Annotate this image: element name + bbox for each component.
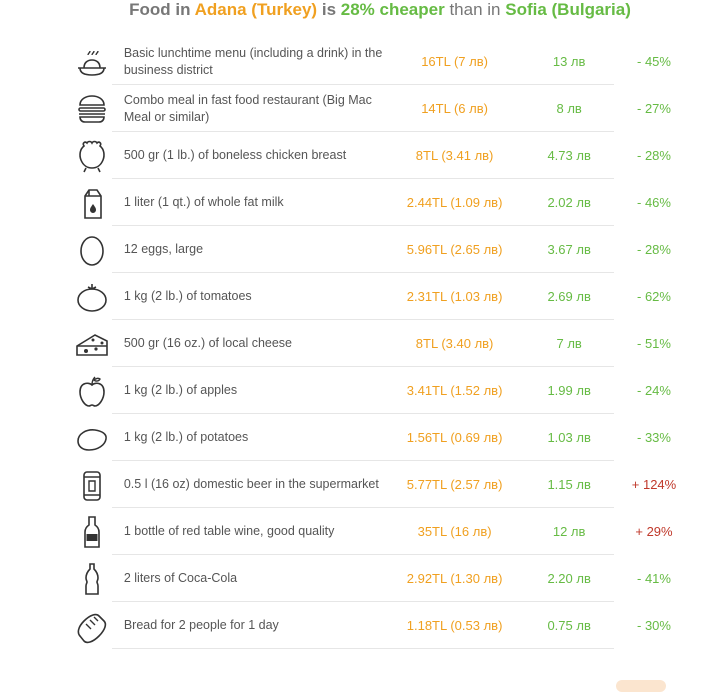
- price-adana: 5.96TL (2.65 лв): [406, 242, 503, 257]
- price-difference: - 62%: [637, 289, 671, 304]
- table-row: 500 gr (16 oz.) of local cheese 8TL (3.40…: [72, 320, 671, 367]
- table-row: 2 liters of Coca-Cola 2.92TL (1.30 лв) 2.2…: [72, 555, 671, 602]
- price-difference: - 30%: [637, 618, 671, 633]
- title-is: is: [321, 0, 337, 19]
- table-row: 1 bottle of red table wine, good quality…: [72, 508, 673, 555]
- price-table: Basic lunchtime menu (including a drink)…: [72, 38, 676, 649]
- beer-can-icon: [72, 461, 112, 508]
- burger-icon: [72, 85, 112, 132]
- price-difference: + 124%: [631, 477, 677, 492]
- title-city-a: Adana (Turkey): [194, 0, 318, 19]
- table-row: Bread for 2 people for 1 day 1.18TL (0.53…: [72, 602, 671, 649]
- soda-bottle-icon: [72, 555, 112, 602]
- price-sofia: 2.02 лв: [547, 195, 591, 210]
- price-sofia: 2.69 лв: [547, 289, 591, 304]
- price-difference: - 24%: [637, 383, 671, 398]
- price-adana: 1.18TL (0.53 лв): [406, 618, 503, 633]
- item-description: Bread for 2 people for 1 day: [123, 618, 279, 632]
- table-row: Basic lunchtime menu (including a drink)…: [72, 38, 671, 85]
- table-row: Combo meal in fast food restaurant (Big …: [72, 85, 671, 132]
- egg-icon: [72, 226, 112, 273]
- price-adana: 5.77TL (2.57 лв): [406, 477, 503, 492]
- title-prefix: Food in: [129, 0, 191, 19]
- item-description: 1 kg (2 lb.) of potatoes: [123, 430, 249, 444]
- title-than: than in: [449, 0, 501, 19]
- item-description: 1 kg (2 lb.) of tomatoes: [123, 289, 252, 303]
- item-description: 12 eggs, large: [123, 242, 204, 256]
- price-sofia: 1.15 лв: [547, 477, 591, 492]
- price-adana: 16TL (7 лв): [421, 54, 488, 69]
- table-row: 500 gr (1 lb.) of boneless chicken breas…: [72, 132, 671, 179]
- table-row: 12 eggs, large 5.96TL (2.65 лв) 3.67 лв - 2…: [72, 226, 671, 273]
- price-difference: - 45%: [637, 54, 671, 69]
- price-difference: - 41%: [637, 571, 671, 586]
- price-sofia: 0.75 лв: [547, 618, 591, 633]
- price-adana: 3.41TL (1.52 лв): [406, 383, 503, 398]
- price-sofia: 7 лв: [556, 336, 582, 351]
- wine-bottle-icon: [72, 508, 112, 555]
- chicken-icon: [72, 132, 112, 179]
- table-row: 1 kg (2 lb.) of tomatoes 2.31TL (1.03 лв)…: [72, 273, 671, 320]
- price-sofia: 12 лв: [552, 524, 586, 539]
- price-sofia: 1.03 лв: [547, 430, 591, 445]
- item-description: 2 liters of Coca-Cola: [123, 571, 238, 585]
- title-percent: 28% cheaper: [340, 0, 445, 19]
- price-adana: 14TL (6 лв): [421, 101, 488, 116]
- cheese-icon: [72, 320, 112, 367]
- price-adana: 2.31TL (1.03 лв): [406, 289, 503, 304]
- price-difference: - 28%: [637, 242, 671, 257]
- item-description: 0.5 l (16 oz) domestic beer in the super…: [123, 477, 379, 491]
- table-row: 1 kg (2 lb.) of apples 3.41TL (1.52 лв) 1.…: [72, 367, 671, 414]
- price-sofia: 13 лв: [552, 54, 586, 69]
- price-adana: 8TL (3.40 лв): [415, 336, 494, 351]
- price-sofia: 4.73 лв: [547, 148, 591, 163]
- item-description: 1 liter (1 qt.) of whole fat milk: [123, 195, 284, 209]
- price-difference: - 28%: [637, 148, 671, 163]
- bread-icon: [72, 602, 112, 649]
- price-adana: 2.44TL (1.09 лв): [406, 195, 503, 210]
- price-difference: - 33%: [637, 430, 671, 445]
- price-sofia: 3.67 лв: [547, 242, 591, 257]
- apple-icon: [72, 367, 112, 414]
- price-difference: + 29%: [635, 524, 673, 539]
- potato-icon: [72, 414, 112, 461]
- milk-carton-icon: [72, 179, 112, 226]
- tomato-icon: [72, 273, 112, 320]
- table-row: 1 kg (2 lb.) of potatoes 1.56TL (0.69 лв)…: [72, 414, 671, 461]
- price-sofia: 8 лв: [556, 101, 582, 116]
- price-adana: 2.92TL (1.30 лв): [406, 571, 503, 586]
- price-sofia: 2.20 лв: [547, 571, 591, 586]
- title-city-b: Sofia (Bulgaria): [505, 0, 631, 19]
- price-difference: - 27%: [637, 101, 671, 116]
- item-description: 1 kg (2 lb.) of apples: [123, 383, 238, 397]
- item-description: 500 gr (1 lb.) of boneless chicken breas…: [123, 148, 347, 162]
- price-adana: 1.56TL (0.69 лв): [406, 430, 503, 445]
- table-row: 0.5 l (16 oz) domestic beer in the super…: [72, 461, 676, 508]
- item-description: 500 gr (16 oz.) of local cheese: [123, 336, 292, 350]
- table-row: 1 liter (1 qt.) of whole fat milk 2.44TL …: [72, 179, 671, 226]
- item-description: 1 bottle of red table wine, good quality: [123, 524, 335, 538]
- corner-badge: [616, 680, 666, 692]
- lunch-plate-icon: [72, 38, 112, 85]
- price-difference: - 51%: [637, 336, 671, 351]
- price-adana: 8TL (3.41 лв): [415, 148, 494, 163]
- item-description: Combo meal in fast food restaurant (Big …: [123, 92, 372, 124]
- price-sofia: 1.99 лв: [547, 383, 591, 398]
- price-adana: 35TL (16 лв): [417, 524, 492, 539]
- item-description: Basic lunchtime menu (including a drink)…: [123, 45, 383, 77]
- page-title: Food in Adana (Turkey) is 28% cheaper th…: [0, 0, 703, 22]
- price-difference: - 46%: [637, 195, 671, 210]
